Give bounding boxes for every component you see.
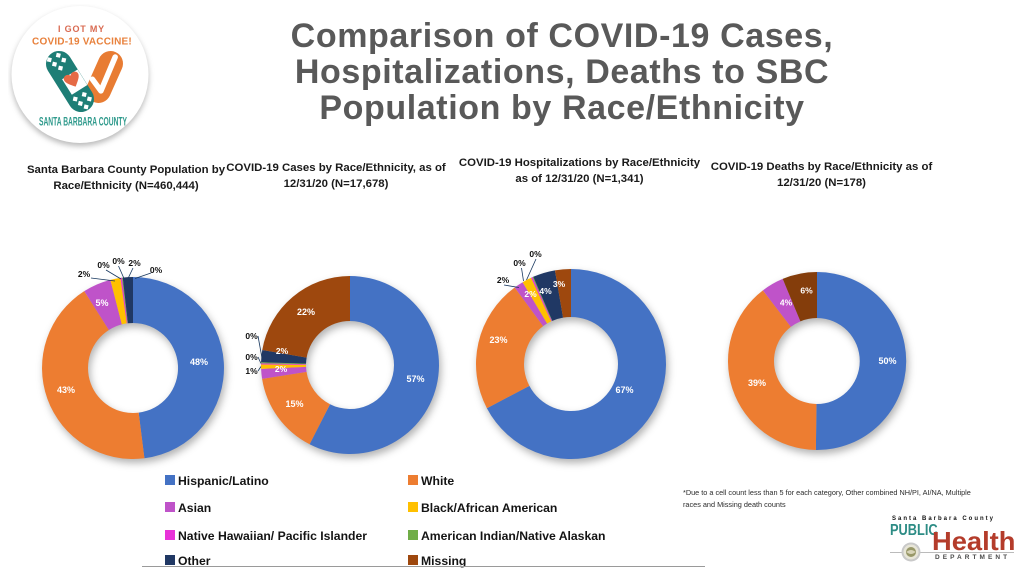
svg-text:3%: 3% [553, 279, 566, 289]
svg-text:15%: 15% [285, 399, 303, 409]
svg-text:2%: 2% [497, 275, 510, 285]
svg-text:0%: 0% [150, 265, 163, 275]
svg-text:0%: 0% [529, 249, 542, 259]
svg-text:4%: 4% [539, 286, 552, 296]
svg-text:2%: 2% [78, 269, 91, 279]
svg-text:57%: 57% [406, 374, 424, 384]
svg-text:2%: 2% [524, 289, 537, 299]
svg-text:0%: 0% [97, 260, 110, 270]
svg-text:22%: 22% [297, 307, 315, 317]
svg-text:0%: 0% [245, 352, 258, 362]
svg-text:23%: 23% [489, 335, 507, 345]
svg-text:5%: 5% [95, 298, 108, 308]
svg-text:6%: 6% [800, 286, 813, 296]
svg-text:48%: 48% [190, 357, 208, 367]
svg-text:2%: 2% [128, 258, 141, 268]
svg-text:SANTA BARBARA COUNTY: SANTA BARBARA COUNTY [39, 114, 127, 128]
svg-text:39%: 39% [748, 378, 766, 388]
svg-text:43%: 43% [57, 385, 75, 395]
svg-text:4%: 4% [780, 298, 793, 308]
svg-text:I GOT MY: I GOT MY [58, 24, 105, 34]
svg-text:1%: 1% [245, 366, 258, 376]
svg-text:0%: 0% [112, 256, 125, 266]
svg-text:0%: 0% [245, 331, 258, 341]
svg-text:50%: 50% [878, 356, 896, 366]
svg-text:COVID-19 VACCINE!: COVID-19 VACCINE! [32, 37, 132, 48]
svg-text:67%: 67% [615, 385, 633, 395]
svg-text:0%: 0% [513, 258, 526, 268]
svg-text:2%: 2% [276, 346, 289, 356]
svg-text:2%: 2% [275, 364, 288, 374]
